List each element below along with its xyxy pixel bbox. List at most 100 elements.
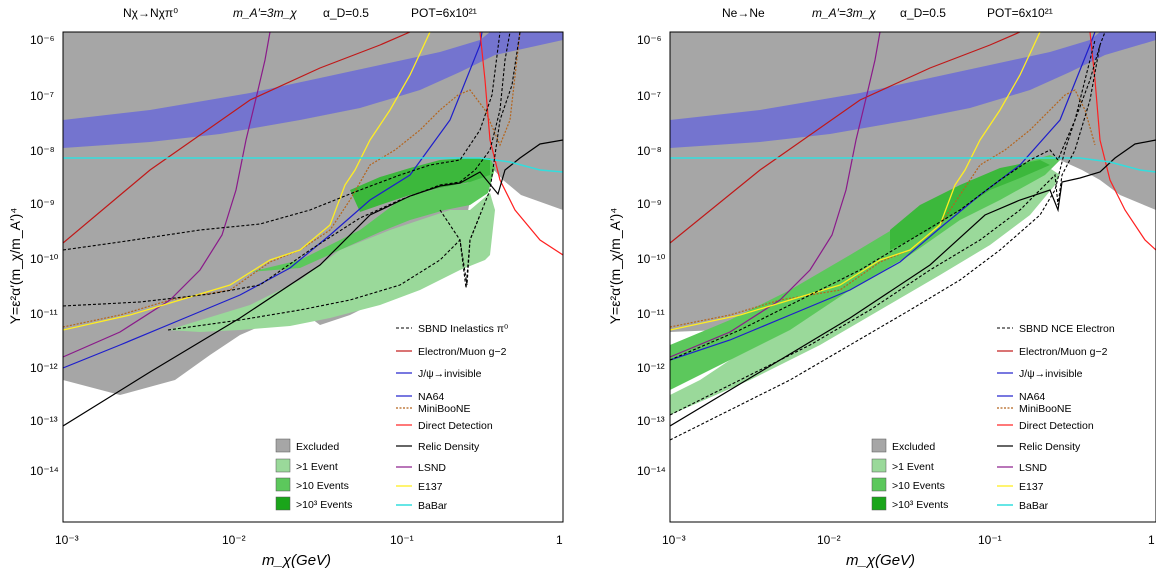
right-legend-jpsi: J/ψ→invisible: [1019, 368, 1083, 380]
left-g2-line: [63, 32, 411, 244]
left-ytick-9: 10⁻⁶: [30, 33, 55, 47]
right-ytick-3: 10⁻¹²: [637, 361, 665, 375]
right-legend-direct: Direct Detection: [1019, 420, 1094, 432]
right-header-process: Ne→Ne: [722, 6, 765, 20]
right-legend-event1: >1 Event: [892, 461, 934, 473]
right-sbnd-lower-line: [670, 32, 1106, 441]
left-ytick-2: 10⁻¹³: [30, 414, 58, 428]
right-ytick-2: 10⁻¹³: [637, 414, 665, 428]
legend-swatch-event1000: [275, 496, 291, 511]
left-xtick-3: 10⁻¹: [390, 533, 414, 547]
left-legend-jpsi: J/ψ→invisible: [418, 368, 482, 380]
right-e137-line: [670, 32, 1041, 331]
right-ytick-1: 10⁻¹⁴: [637, 464, 666, 478]
right-sbnd-upper-line: [670, 44, 1101, 416]
right-legend-babar: BaBar: [1019, 500, 1049, 512]
left-babar-line: [63, 157, 563, 173]
right-ytick-8: 10⁻⁷: [637, 89, 661, 103]
right-xtick-2: 10⁻²: [817, 533, 841, 547]
left-frame: [62, 31, 564, 523]
legend-swatch-event10: [275, 477, 291, 492]
left-jpsi-line: [63, 32, 483, 369]
left-legend-event1000: >10³ Events: [296, 499, 352, 511]
right-miniboone-line: [670, 89, 1096, 328]
left-xlabel: m_χ(GeV): [262, 552, 332, 569]
left-legend-event1: >1 Event: [296, 461, 338, 473]
legend-swatch-excluded: [275, 438, 291, 453]
right-xlabel: m_χ(GeV): [846, 552, 916, 569]
right-frame: [669, 31, 1156, 523]
right-legend-event1000: >10³ Events: [892, 499, 948, 511]
left-xtick-1: 10⁻³: [55, 533, 79, 547]
right-legend-sbnd: SBND NCE Electron: [1019, 323, 1115, 335]
left-header-mass-ratio: m_A′=3m_χ: [233, 6, 297, 20]
right-xtick-3: 10⁻¹: [978, 533, 1002, 547]
right-legend-swatch-event10: [871, 477, 887, 492]
right-ytick-5: 10⁻¹⁰: [637, 252, 666, 266]
right-ytick-7: 10⁻⁸: [637, 144, 662, 158]
right-xtick-4: 1: [1148, 533, 1155, 547]
left-direct-line: [479, 32, 563, 256]
right-muon-band: [670, 32, 1156, 148]
right-legend-excluded: Excluded: [892, 441, 935, 453]
left-sbnd-lower-line: [167, 32, 521, 331]
right-event1-band: [670, 165, 1060, 415]
right-direct-line: [1089, 32, 1156, 251]
left-legend-e137: E137: [418, 481, 443, 493]
right-legend-swatch-excluded: [871, 438, 887, 453]
left-legend-event10: >10 Events: [296, 480, 349, 492]
right-legend-e137: E137: [1019, 481, 1044, 493]
left-legend-g2: Electron/Muon g−2: [418, 346, 507, 358]
left-legend-excluded: Excluded: [296, 441, 339, 453]
left-axis-ticks: 10⁻³ 10⁻² 10⁻¹ 1 10⁻¹⁴ 10⁻¹³ 10⁻¹² 10⁻¹¹…: [30, 33, 563, 547]
right-g2-line: [670, 32, 1021, 244]
left-ytick-6: 10⁻⁹: [30, 197, 55, 211]
left-legend-na64: NA64: [418, 391, 444, 403]
right-legend-na64: NA64: [1019, 391, 1045, 403]
left-ytick-1: 10⁻¹⁴: [30, 464, 59, 478]
right-legend-miniboone: MiniBooNE: [1019, 403, 1072, 415]
right-legend-g2: Electron/Muon g−2: [1019, 346, 1108, 358]
right-plot: [670, 32, 1156, 441]
left-legend-babar: BaBar: [418, 500, 448, 512]
right-ytick-9: 10⁻⁶: [637, 33, 662, 47]
left-plot: [63, 32, 563, 427]
left-muon-band: [63, 32, 563, 148]
left-ytick-8: 10⁻⁷: [30, 89, 54, 103]
right-ytick-6: 10⁻⁹: [637, 197, 662, 211]
left-header-alpha: α_D=0.5: [323, 6, 369, 20]
left-relic-line: [63, 139, 563, 427]
left-legend-direct: Direct Detection: [418, 420, 493, 432]
left-header-pot: POT=6x10²¹: [411, 6, 477, 20]
right-lsnd-line: [670, 32, 881, 358]
right-sbnd-mid-line: [670, 39, 1096, 361]
right-jpsi-line: [670, 32, 1096, 361]
left-sbnd-upper-line: [63, 32, 501, 251]
left-xtick-4: 1: [556, 533, 563, 547]
left-lsnd-line: [63, 32, 271, 358]
left-sbnd-dip-line: [439, 209, 481, 289]
right-legend-relic: Relic Density: [1019, 441, 1081, 453]
right-xtick-1: 10⁻³: [662, 533, 686, 547]
left-ytick-5: 10⁻¹⁰: [30, 252, 59, 266]
left-legend-sbnd: SBND Inelastics π⁰: [418, 323, 509, 335]
right-legend: Excluded >1 Event >10 Events >10³ Events…: [871, 323, 1115, 512]
left-sbnd-mid-line: [63, 32, 511, 307]
left-ytick-4: 10⁻¹¹: [30, 307, 58, 321]
right-axis-ticks: 10⁻³ 10⁻² 10⁻¹ 1 10⁻¹⁴ 10⁻¹³ 10⁻¹² 10⁻¹¹…: [637, 33, 1155, 547]
left-ytick-7: 10⁻⁸: [30, 144, 55, 158]
left-legend-miniboone: MiniBooNE: [418, 403, 471, 415]
right-ytick-4: 10⁻¹¹: [637, 307, 665, 321]
left-e137-line: [63, 32, 431, 331]
left-legend-lsnd: LSND: [418, 462, 446, 474]
left-ytick-3: 10⁻¹²: [30, 361, 58, 375]
left-legend-relic: Relic Density: [418, 441, 480, 453]
right-header-pot: POT=6x10²¹: [987, 6, 1053, 20]
right-legend-event10: >10 Events: [892, 480, 945, 492]
left-xtick-2: 10⁻²: [222, 533, 246, 547]
left-event1-band: [168, 193, 495, 332]
left-header-process: Nχ→Nχπ⁰: [123, 6, 179, 20]
right-legend-lsnd: LSND: [1019, 462, 1047, 474]
left-event1000-band: [350, 158, 490, 212]
right-relic-line: [670, 139, 1156, 427]
